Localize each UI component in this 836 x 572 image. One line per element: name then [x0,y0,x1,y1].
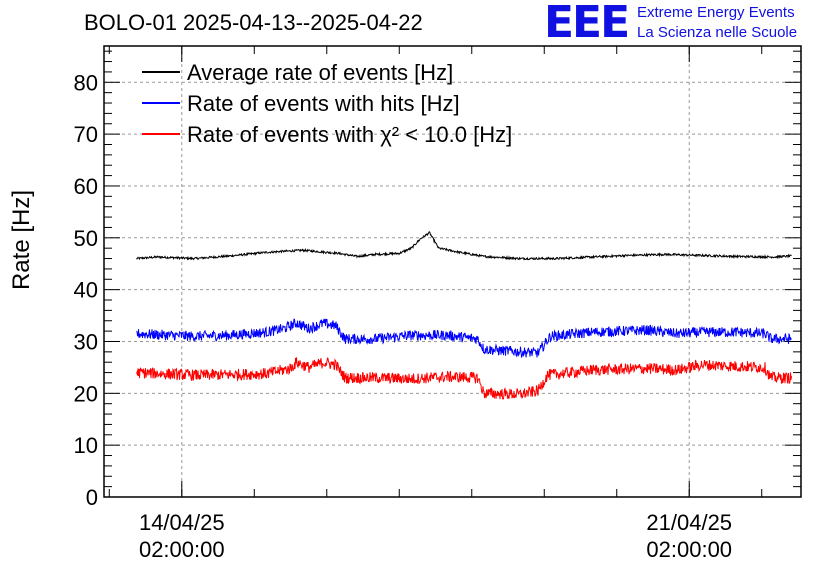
series-line-3 [136,357,792,400]
y-tick-label: 30 [74,329,98,354]
series-lines [136,231,792,400]
legend-label-2: Rate of events with hits [Hz] [187,91,460,116]
y-tick-label: 40 [74,278,98,303]
y-tick-label: 20 [74,381,98,406]
y-tick-label: 70 [74,122,98,147]
x-tick-label-time: 02:00:00 [139,537,225,562]
y-tick-label: 10 [74,433,98,458]
axis-ticks: 0102030405060708014/04/2502:00:0021/04/2… [74,46,801,562]
y-axis-label-text: Rate [Hz] [8,190,35,291]
eee-logo: EEE [544,0,630,48]
series-line-2 [136,318,792,358]
y-tick-label: 0 [86,485,98,510]
legend-label-3: Rate of events with χ² < 10.0 [Hz] [187,122,512,147]
logo-text-line1: Extreme Energy Events [637,4,795,21]
plot-frame [103,45,802,498]
x-tick-label-date: 14/04/25 [139,510,225,535]
y-tick-label: 50 [74,226,98,251]
legend: Average rate of events [Hz] Rate of event… [142,60,512,147]
y-axis-label: Rate [Hz] [4,190,35,290]
x-tick-label-time: 02:00:00 [646,537,732,562]
legend-label-1: Average rate of events [Hz] [187,60,453,85]
chart-title: BOLO-01 2025-04-13--2025-04-22 [84,10,423,35]
series-line-1 [136,231,792,261]
grid-lines [104,46,801,497]
x-tick-label-date: 21/04/25 [646,510,732,535]
logo-text-line2: La Scienza nelle Scuole [637,24,798,41]
y-tick-label: 80 [74,70,98,95]
y-tick-label: 60 [74,174,98,199]
